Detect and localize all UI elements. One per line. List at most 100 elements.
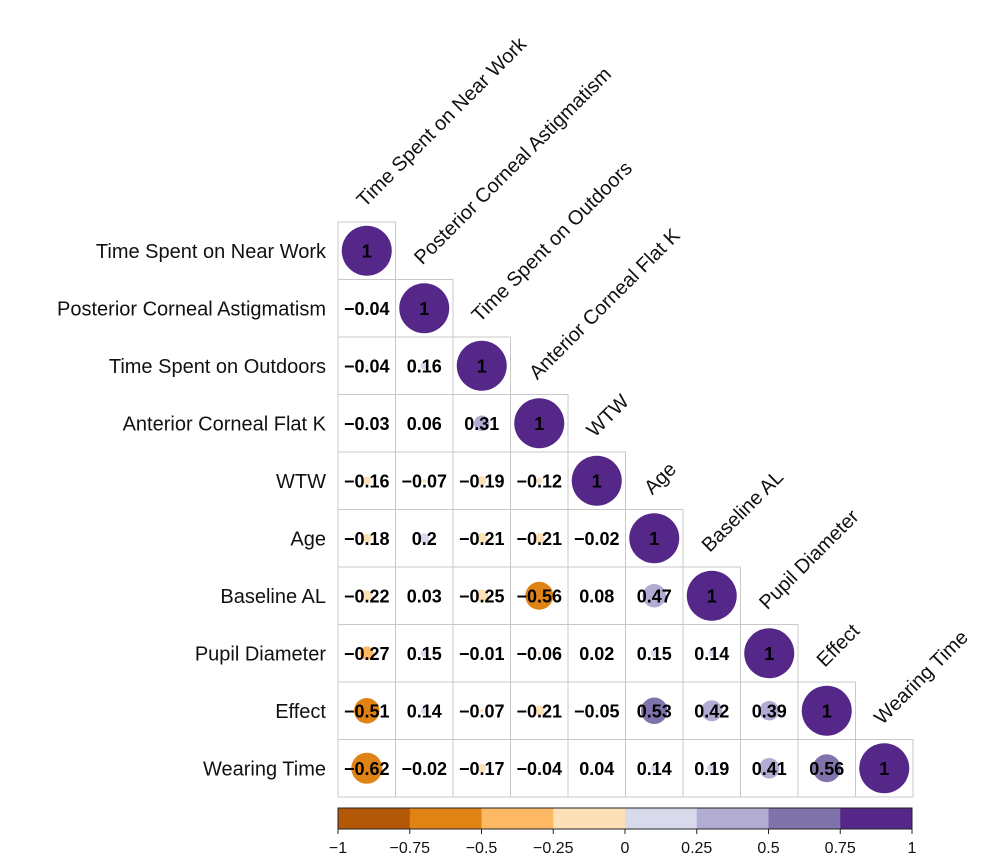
correlation-value: 1 [534, 414, 544, 434]
colorbar-segment [409, 808, 482, 829]
matrix-cells: 1 −0.04 1 −0.04 0.16 1 −0.03 0.06 0.31 1 −0.16 −0.0… [337, 221, 914, 798]
correlation-circle [360, 646, 374, 660]
correlation-circle [514, 398, 565, 449]
correlation-value: 0.03 [407, 586, 442, 606]
column-label: Wearing Time [870, 626, 973, 729]
colorbar-segment [625, 808, 698, 829]
correlation-value: −0.22 [344, 586, 390, 606]
colorbar-tick-label: 0.75 [825, 840, 856, 857]
correlation-circle [708, 649, 716, 657]
correlation-circle [686, 570, 737, 621]
matrix-cell [395, 739, 454, 798]
correlation-value: 0.15 [637, 644, 672, 664]
correlation-value: 0.04 [579, 759, 614, 779]
correlation-value: −0.06 [516, 644, 562, 664]
correlation-circle [477, 476, 487, 486]
correlation-circle [642, 584, 666, 608]
row-label: Pupil Diameter [195, 643, 327, 665]
colorbar-tick-label: 0.5 [757, 840, 779, 857]
correlation-value: −0.12 [516, 471, 562, 491]
column-label: Posterior Corneal Astigmatism [410, 63, 616, 269]
correlation-value: 0.47 [637, 586, 672, 606]
correlation-circle [650, 649, 658, 657]
correlation-circle [801, 685, 852, 736]
correlation-value: 0.2 [412, 529, 437, 549]
correlation-circle [650, 764, 658, 772]
row-label: Posterior Corneal Astigmatism [57, 298, 326, 320]
correlation-circle [422, 479, 426, 483]
correlation-value: −0.04 [344, 299, 390, 319]
correlation-value: 0.06 [407, 414, 442, 434]
correlation-circle [537, 651, 541, 655]
correlation-circle [744, 628, 795, 679]
colorbar-segment [696, 808, 769, 829]
correlation-value: 0.31 [464, 414, 499, 434]
correlation-value: 1 [419, 299, 429, 319]
correlation-value: 1 [879, 759, 889, 779]
correlation-value: −0.27 [344, 644, 390, 664]
column-label: Age [640, 458, 681, 499]
correlation-value: 0.39 [752, 701, 787, 721]
correlation-value: 0.14 [407, 701, 442, 721]
correlation-circle [475, 589, 488, 602]
correlation-circle [399, 283, 450, 334]
correlation-circle [538, 767, 541, 770]
correlation-value: 1 [477, 356, 487, 376]
correlation-circle [420, 361, 429, 370]
correlation-value: 0.42 [694, 701, 729, 721]
correlation-circle [701, 700, 723, 722]
correlation-circle [707, 763, 717, 773]
colorbar-tick-label: −0.75 [390, 840, 431, 857]
colorbar: −1 −0.75 −0.5 −0.25 0 0.25 0.5 0.75 1 [329, 807, 917, 857]
colorbar-segment [768, 808, 841, 829]
colorbar-tick-label: −0.5 [466, 840, 498, 857]
row-label: Time Spent on Near Work [96, 241, 327, 263]
correlation-circle [480, 709, 484, 713]
correlation-value: −0.18 [344, 529, 390, 549]
correlation-value: 1 [362, 241, 372, 261]
correlation-value: −0.02 [401, 759, 447, 779]
correlation-value: 1 [822, 701, 832, 721]
correlation-value: −0.62 [344, 759, 390, 779]
correlation-value: −0.02 [574, 529, 620, 549]
correlation-circle [365, 364, 368, 367]
correlation-value: 1 [764, 644, 774, 664]
correlation-circle [422, 421, 426, 425]
correlation-circle [423, 595, 425, 597]
colorbar-segment [840, 808, 913, 829]
colorbar-tick-label: 0 [621, 840, 630, 857]
correlation-circle [366, 422, 368, 424]
correlation-circle [859, 743, 910, 794]
correlation-circle [759, 701, 779, 721]
row-labels: Time Spent on Near Work Posterior Corneal… [57, 241, 327, 781]
correlation-circle [812, 754, 841, 783]
correlation-circle [534, 705, 545, 716]
correlation-value: −0.56 [516, 586, 562, 606]
colorbar-tick-label: 0.25 [681, 840, 712, 857]
correlation-value: −0.16 [344, 471, 390, 491]
correlation-value: 0.56 [809, 759, 844, 779]
correlation-value: −0.05 [574, 701, 620, 721]
correlation-circle [474, 415, 490, 431]
correlation-value: −0.19 [459, 471, 505, 491]
column-label: Pupil Diameter [755, 505, 864, 614]
correlation-circle [365, 307, 368, 310]
correlation-circle [351, 752, 383, 784]
correlation-circle [534, 533, 545, 544]
row-label: Time Spent on Outdoors [109, 356, 326, 378]
row-label: Anterior Corneal Flat K [123, 413, 327, 435]
correlation-circle [419, 533, 430, 544]
correlation-circle [629, 513, 680, 564]
correlation-value: 0.02 [579, 644, 614, 664]
row-label: Wearing Time [203, 758, 326, 780]
correlation-circle [456, 340, 507, 391]
matrix-cell [452, 624, 511, 683]
row-label: Effect [275, 701, 326, 723]
correlation-value: −0.21 [516, 529, 562, 549]
row-label: Baseline AL [220, 586, 326, 608]
correlation-circle [641, 697, 668, 724]
correlation-value: 1 [592, 471, 602, 491]
colorbar-segment [553, 808, 626, 829]
correlation-circle [594, 593, 599, 598]
